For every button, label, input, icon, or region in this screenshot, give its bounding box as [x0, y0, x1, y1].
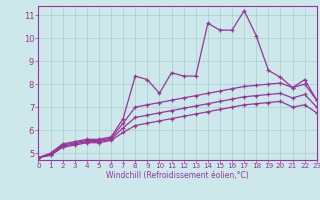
X-axis label: Windchill (Refroidissement éolien,°C): Windchill (Refroidissement éolien,°C) — [106, 171, 249, 180]
